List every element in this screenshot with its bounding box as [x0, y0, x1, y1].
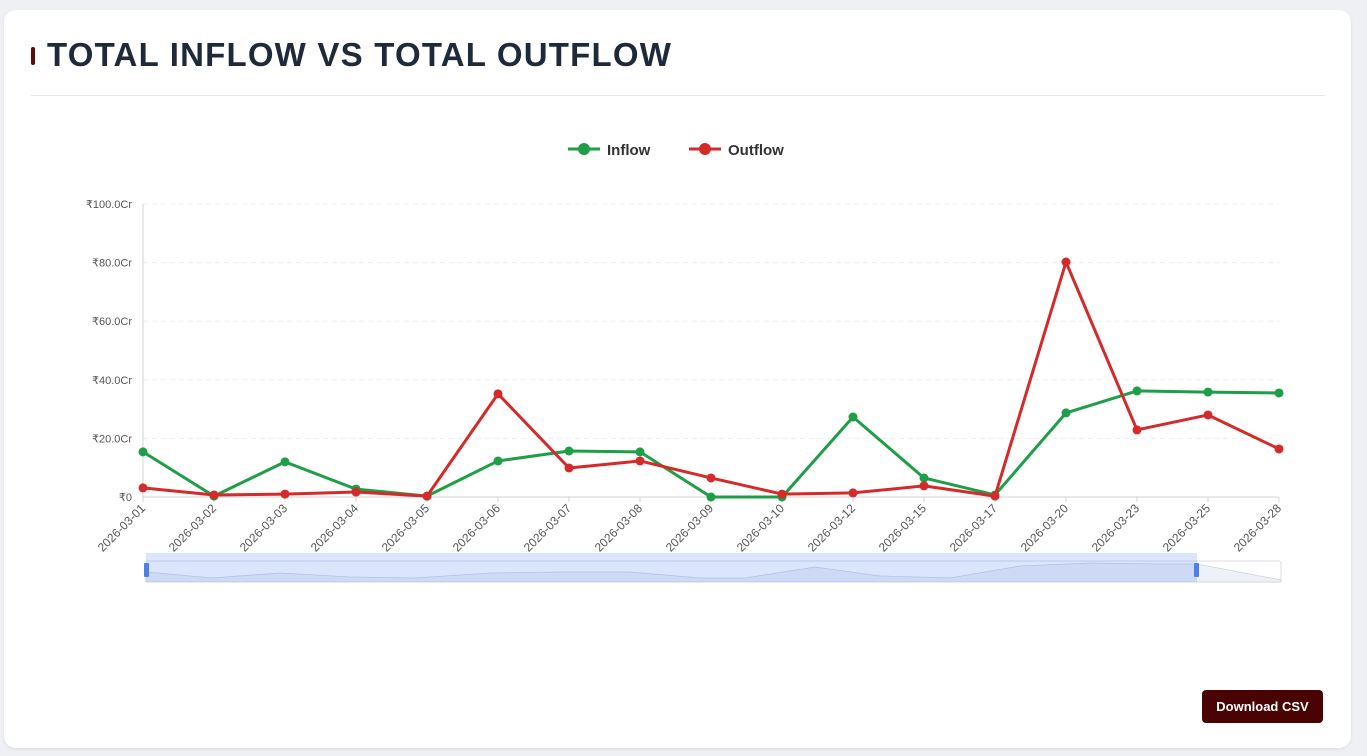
data-point [1061, 257, 1071, 267]
y-tick-label: ₹80.0Cr [92, 258, 132, 270]
x-tick-label: 2026-03-28 [1231, 501, 1285, 555]
x-tick-label: 2026-03-02 [166, 501, 220, 555]
series-line [142, 260, 1280, 498]
data-point [138, 483, 148, 493]
data-point [1203, 387, 1213, 397]
y-tick-label: ₹0 [119, 492, 132, 504]
data-point [564, 463, 574, 473]
data-point [493, 456, 503, 466]
x-tick-label: 2026-03-15 [876, 501, 930, 555]
data-point [1132, 386, 1142, 396]
slider-handle[interactable] [1194, 563, 1199, 577]
data-point [848, 412, 858, 422]
data-point [1061, 408, 1071, 418]
legend-marker [578, 143, 590, 155]
x-tick-label: 2026-03-04 [308, 501, 362, 555]
divider [31, 95, 1325, 96]
data-point [422, 491, 432, 501]
data-point [990, 491, 1000, 501]
data-point [138, 447, 148, 457]
data-point [848, 488, 858, 498]
legend-label: Outflow [728, 142, 784, 159]
card: TOTAL INFLOW VS TOTAL OUTFLOW Download C… [4, 10, 1351, 748]
x-tick-label: 2026-03-03 [237, 501, 291, 555]
x-tick-label: 2026-03-20 [1018, 501, 1072, 555]
legend-item[interactable]: Outflow [689, 142, 784, 159]
data-point [1274, 444, 1284, 454]
x-tick-label: 2026-03-06 [450, 501, 504, 555]
zoom-slider[interactable] [144, 553, 1282, 583]
legend-marker [699, 143, 711, 155]
x-tick-label: 2026-03-23 [1089, 501, 1143, 555]
title-accent [31, 47, 35, 65]
data-point [209, 490, 219, 500]
x-tick-label: 2026-03-10 [734, 501, 788, 555]
y-tick-label: ₹100.0Cr [86, 199, 132, 211]
slider-selection [146, 553, 1197, 582]
data-point [919, 473, 929, 483]
download-csv-button[interactable]: Download CSV [1202, 690, 1323, 723]
y-tick-label: ₹20.0Cr [92, 433, 132, 445]
y-tick-label: ₹40.0Cr [92, 375, 132, 387]
x-tick-label: 2026-03-07 [521, 501, 575, 555]
x-tick-label: 2026-03-09 [663, 501, 717, 555]
data-point [1132, 425, 1142, 435]
data-point [280, 457, 290, 467]
x-tick-label: 2026-03-12 [805, 501, 859, 555]
y-tick-label: ₹60.0Cr [92, 316, 132, 328]
legend-label: Inflow [607, 142, 651, 159]
legend-item[interactable]: Inflow [568, 142, 651, 159]
x-tick-label: 2026-03-05 [379, 501, 433, 555]
data-point [351, 487, 361, 497]
x-tick-label: 2026-03-01 [95, 501, 149, 555]
data-point [706, 473, 716, 483]
data-point [919, 481, 929, 491]
data-point [493, 389, 503, 399]
data-point [1274, 388, 1284, 398]
x-tick-label: 2026-03-25 [1160, 501, 1214, 555]
slider-preview [145, 562, 1282, 583]
slider-handle[interactable] [144, 563, 149, 577]
x-tick-label: 2026-03-08 [592, 501, 646, 555]
x-tick-label: 2026-03-17 [947, 501, 1001, 555]
data-point [635, 456, 645, 466]
data-point [280, 489, 290, 499]
data-point [564, 446, 574, 456]
card-title: TOTAL INFLOW VS TOTAL OUTFLOW [47, 36, 673, 73]
data-point [1203, 410, 1213, 420]
data-point [777, 489, 787, 499]
data-point [635, 447, 645, 457]
data-point [706, 492, 716, 502]
